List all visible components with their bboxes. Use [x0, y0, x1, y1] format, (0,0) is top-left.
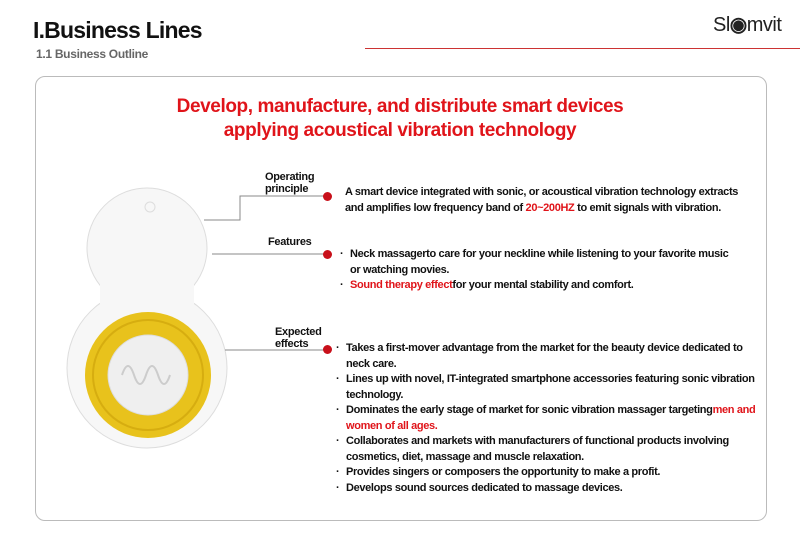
label-features: Features: [268, 236, 312, 248]
list-item: Neck massagerto care for your neckline w…: [340, 247, 740, 278]
wave-icon: [121, 365, 171, 385]
list-item: Provides singers or composers the opport…: [336, 465, 756, 481]
label-operating-principle: Operating principle: [265, 171, 315, 195]
device-pad: [107, 334, 189, 416]
features-list: Neck massagerto care for your neckline w…: [340, 247, 740, 294]
device-button: [144, 201, 156, 213]
headline-line-1: Develop, manufacture, and distribute sma…: [176, 96, 624, 117]
connector-lines: [204, 195, 327, 351]
bullet-dot: [323, 345, 332, 354]
bullet-dot: [323, 192, 332, 201]
brand-logo: Sl◉mvit: [713, 14, 782, 36]
header-divider: [365, 48, 800, 49]
page-subtitle: 1.1 Business Outline: [36, 47, 149, 61]
headline-line-2: applying acoustical vibration technology: [223, 120, 577, 141]
effects-list: Takes a first-mover advantage from the m…: [336, 341, 756, 496]
list-item: Develops sound sources dedicated to mass…: [336, 481, 756, 497]
list-item: Takes a first-mover advantage from the m…: [336, 341, 756, 372]
list-item: Dominates the early stage of market for …: [336, 403, 756, 434]
content-panel: [35, 76, 767, 521]
list-item: Sound therapy effectfor your mental stab…: [340, 278, 740, 294]
list-item: Lines up with novel, IT-integrated smart…: [336, 372, 756, 403]
label-expected-effects: Expected effects: [275, 326, 322, 350]
page-title: I.Business Lines: [33, 17, 203, 43]
operating-principle-text: A smart device integrated with sonic, or…: [345, 186, 739, 214]
list-item: Collaborates and markets with manufactur…: [336, 434, 756, 465]
bullet-dot: [323, 250, 332, 259]
